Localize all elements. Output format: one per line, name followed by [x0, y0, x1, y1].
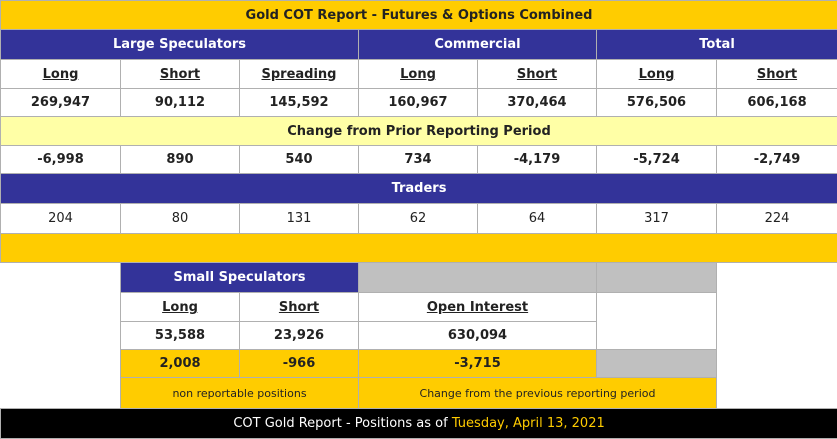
small-long-value: 53,588	[121, 322, 240, 350]
position-total-short: 606,168	[717, 89, 837, 117]
blank-cell-right	[597, 293, 717, 350]
traders-label: Traders	[1, 174, 837, 204]
header-large-short: Short	[121, 60, 240, 89]
separator-band	[1, 234, 837, 263]
position-large-short: 90,112	[121, 89, 240, 117]
change-large-spreading: 540	[240, 146, 359, 174]
position-large-spreading: 145,592	[240, 89, 359, 117]
traders-commercial-short: 64	[478, 204, 597, 234]
footer-bar: COT Gold Report - Positions as of Tuesda…	[1, 409, 837, 439]
grey-block-top-right	[597, 263, 717, 293]
traders-large-spreading: 131	[240, 204, 359, 234]
change-total-long: -5,724	[597, 146, 717, 174]
position-total-long: 576,506	[597, 89, 717, 117]
note-change-previous: Change from the previous reporting perio…	[359, 378, 717, 409]
open-interest-change: -3,715	[359, 350, 597, 378]
spacer-left-note	[1, 378, 121, 409]
footer-date: Tuesday, April 13, 2021	[452, 416, 605, 431]
header-total-short: Short	[717, 60, 837, 89]
grey-block-bottom-right	[597, 350, 717, 378]
open-interest-value: 630,094	[359, 322, 597, 350]
header-open-interest: Open Interest	[359, 293, 597, 322]
header-small-short: Short	[240, 293, 359, 322]
traders-total-short: 224	[717, 204, 837, 234]
traders-commercial-long: 62	[359, 204, 478, 234]
small-short-change: -966	[240, 350, 359, 378]
change-large-long: -6,998	[1, 146, 121, 174]
change-commercial-long: 734	[359, 146, 478, 174]
change-total-short: -2,749	[717, 146, 837, 174]
small-long-change: 2,008	[121, 350, 240, 378]
traders-large-short: 80	[121, 204, 240, 234]
spacer-right-note	[717, 378, 837, 409]
group-total: Total	[597, 30, 837, 60]
change-commercial-short: -4,179	[478, 146, 597, 174]
header-total-long: Long	[597, 60, 717, 89]
header-commercial-short: Short	[478, 60, 597, 89]
traders-total-long: 317	[597, 204, 717, 234]
header-commercial-long: Long	[359, 60, 478, 89]
report-title: Gold COT Report - Futures & Options Comb…	[1, 1, 837, 30]
spacer-right	[717, 263, 837, 378]
small-speculators-title: Small Speculators	[121, 263, 359, 293]
position-commercial-short: 370,464	[478, 89, 597, 117]
note-non-reportable: non reportable positions	[121, 378, 359, 409]
change-large-short: 890	[121, 146, 240, 174]
spacer-left	[1, 263, 121, 378]
change-label: Change from Prior Reporting Period	[1, 117, 837, 146]
position-commercial-long: 160,967	[359, 89, 478, 117]
header-large-long: Long	[1, 60, 121, 89]
position-large-long: 269,947	[1, 89, 121, 117]
header-large-spreading: Spreading	[240, 60, 359, 89]
group-commercial: Commercial	[359, 30, 597, 60]
small-short-value: 23,926	[240, 322, 359, 350]
group-large-speculators: Large Speculators	[1, 30, 359, 60]
footer-prefix: COT Gold Report - Positions as of	[233, 416, 447, 431]
grey-block-top-middle	[359, 263, 597, 293]
header-small-long: Long	[121, 293, 240, 322]
traders-large-long: 204	[1, 204, 121, 234]
